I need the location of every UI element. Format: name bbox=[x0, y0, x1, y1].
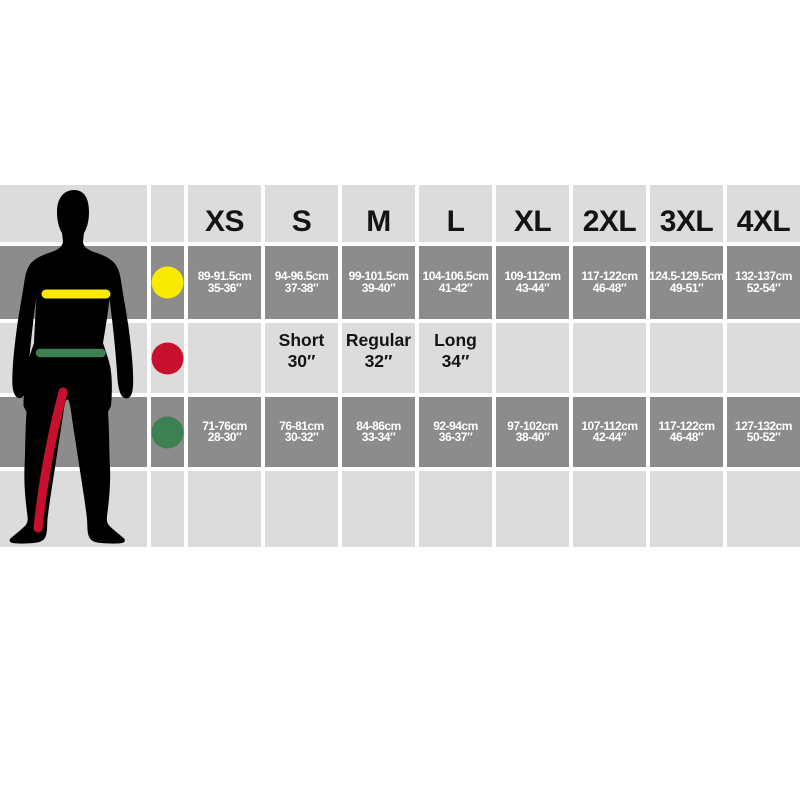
empty-cell bbox=[151, 471, 184, 547]
empty-cell bbox=[727, 471, 800, 547]
figure-column-cell bbox=[0, 323, 147, 393]
figure-column-cell bbox=[0, 397, 147, 467]
waist-measurement-cell: 76-81cm 30-32″ bbox=[265, 397, 338, 467]
chest-measurement-cell: 94-96.5cm 37-38″ bbox=[265, 246, 338, 319]
figure-column-cell bbox=[0, 246, 147, 319]
waist-measurement-cell: 97-102cm 38-40″ bbox=[496, 397, 569, 467]
inside-leg-cell bbox=[496, 323, 569, 393]
inside-leg-cell bbox=[727, 323, 800, 393]
inside-leg-cell: Regular 32″ bbox=[342, 323, 415, 393]
chest-measurement-cell: 104-106.5cm 41-42″ bbox=[419, 246, 492, 319]
waist-marker-cell bbox=[151, 397, 184, 467]
inside-leg-cell bbox=[573, 323, 646, 393]
inside-leg-cell: Long 34″ bbox=[419, 323, 492, 393]
size-table: XS S M L XL 2XL 3XL 4XL 89-91.5cm 35-36″ … bbox=[0, 185, 800, 547]
empty-cell bbox=[265, 471, 338, 547]
size-header: S bbox=[265, 185, 338, 242]
green-dot-icon bbox=[151, 416, 184, 448]
chest-measurement-cell: 89-91.5cm 35-36″ bbox=[188, 246, 261, 319]
size-header: 4XL bbox=[727, 185, 800, 242]
size-header: 3XL bbox=[650, 185, 723, 242]
waist-measurement-cell: 92-94cm 36-37″ bbox=[419, 397, 492, 467]
size-header: 2XL bbox=[573, 185, 646, 242]
inside-leg-cell: Short 30″ bbox=[265, 323, 338, 393]
inside-leg-cell bbox=[188, 323, 261, 393]
empty-cell bbox=[496, 471, 569, 547]
chest-measurement-cell: 109-112cm 43-44″ bbox=[496, 246, 569, 319]
empty-cell bbox=[419, 471, 492, 547]
size-header: L bbox=[419, 185, 492, 242]
waist-measurement-cell: 84-86cm 33-34″ bbox=[342, 397, 415, 467]
chest-marker-cell bbox=[151, 246, 184, 319]
inside-leg-cell bbox=[650, 323, 723, 393]
chest-measurement-cell: 132-137cm 52-54″ bbox=[727, 246, 800, 319]
waist-measurement-cell: 127-132cm 50-52″ bbox=[727, 397, 800, 467]
red-dot-icon bbox=[151, 342, 184, 374]
figure-column-header-cell bbox=[0, 185, 147, 242]
yellow-dot-icon bbox=[151, 266, 184, 299]
waist-measurement-cell: 71-76cm 28-30″ bbox=[188, 397, 261, 467]
size-header: M bbox=[342, 185, 415, 242]
marker-column-header-cell bbox=[151, 185, 184, 242]
empty-cell bbox=[573, 471, 646, 547]
figure-column-cell bbox=[0, 471, 147, 547]
empty-cell bbox=[188, 471, 261, 547]
chest-measurement-cell: 117-122cm 46-48″ bbox=[573, 246, 646, 319]
empty-cell bbox=[650, 471, 723, 547]
waist-measurement-cell: 107-112cm 42-44″ bbox=[573, 397, 646, 467]
empty-cell bbox=[342, 471, 415, 547]
size-header: XS bbox=[188, 185, 261, 242]
waist-measurement-cell: 117-122cm 46-48″ bbox=[650, 397, 723, 467]
chest-measurement-cell: 99-101.5cm 39-40″ bbox=[342, 246, 415, 319]
size-header: XL bbox=[496, 185, 569, 242]
chest-measurement-cell: 124.5-129.5cm 49-51″ bbox=[649, 246, 724, 319]
inside-leg-marker-cell bbox=[151, 323, 184, 393]
